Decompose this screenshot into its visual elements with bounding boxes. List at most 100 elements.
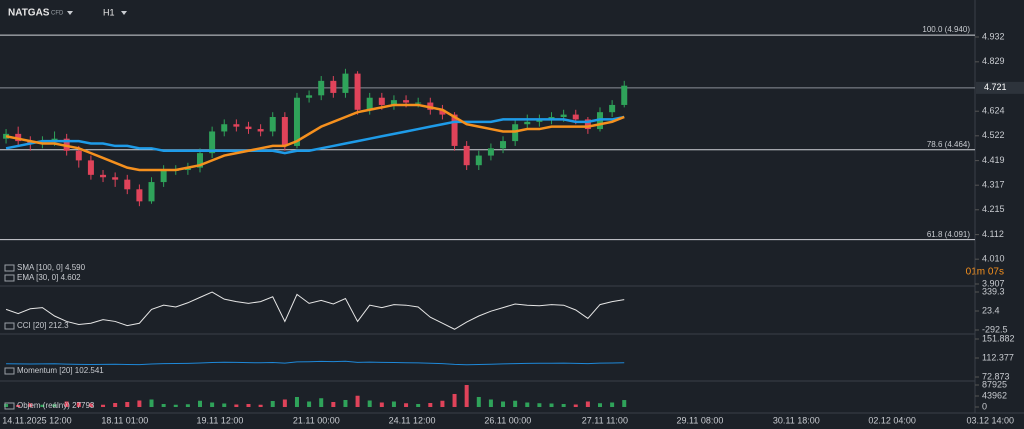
volume-bar [476,396,481,407]
volume-bar [113,402,118,407]
y-tick-label: 4.829 [982,56,1005,66]
y-tick-label: 4.624 [982,106,1005,116]
x-tick-label: 03.12 14:00 [967,415,1015,425]
candle-body [100,174,107,178]
volume-bar [76,402,81,407]
volume-bar [379,402,384,407]
volume-bar [561,403,566,407]
y-tick-label: 72.873 [982,371,1010,381]
candle-body [148,182,155,202]
y-tick-label: 4.317 [982,180,1005,190]
candle-body [524,121,531,125]
volume-bar [28,403,33,407]
candle-body [572,114,579,120]
volume-bar [173,404,178,407]
moving-average-line [5,103,625,172]
y-tick-label: 4.522 [982,130,1005,140]
volume-bar [331,401,336,407]
volume-bar [598,403,602,407]
fib-level-label: 78.6 (4.464) [927,140,970,149]
volume-bar [391,401,396,407]
candle-body [354,73,361,110]
candle-body [112,177,119,180]
candle-body [124,179,131,190]
legend-label: EMA [30, 0] 4.602 [17,273,81,282]
legend-icon [4,274,15,282]
y-tick-label: 0 [982,401,987,411]
symbol-dropdown[interactable] [67,11,73,15]
x-tick-label: 14.11.2025 12:00 [2,415,71,425]
volume-bar [198,400,202,407]
candle-body [160,170,167,183]
candle-body [463,145,470,166]
candle-body [621,85,628,105]
legend-icon [4,264,15,272]
timeframe-dropdown[interactable] [121,11,127,15]
volume-bar [246,403,251,407]
volume-bar [307,401,312,407]
volume-bar [101,404,106,407]
candle-body [487,148,494,156]
volume-bar [488,399,493,407]
symbol[interactable]: NATGAS [8,8,50,19]
candle-body [233,124,240,127]
volume-bar [440,400,445,407]
legend-label: Momentum [20] 102.541 [17,366,104,375]
candle-body [245,126,252,130]
volume-bar [40,404,45,407]
fib-level-label: 61.8 (4.091) [927,230,970,239]
candle-body [390,100,397,105]
candle-body [330,80,337,93]
volume-bar [525,402,530,407]
volume-bar [88,403,93,407]
x-tick-label: 19.11 12:00 [197,415,244,425]
fib-level-label: 100.0 (4.940) [922,25,970,34]
x-tick-label: 27.11 11:00 [582,415,628,425]
legend-icon [4,367,15,375]
volume-bar [294,396,299,407]
candle-body [269,117,276,132]
volume-bar [428,402,433,407]
x-tick-label: 24.11 12:00 [389,415,436,425]
legend-label: Objem (reálný) 27793 [17,401,95,410]
y-tick-label: 151.882 [982,333,1015,343]
y-tick-label: 4.112 [982,229,1004,239]
volume-bar [452,393,457,407]
indicator-line [6,360,625,366]
timeframe[interactable]: H1 [103,7,115,17]
y-tick-label: 3.907 [982,278,1005,288]
y-tick-label: 4.932 [982,31,1005,41]
volume-bar [367,400,372,407]
y-tick-label: 87925 [982,379,1007,389]
candle-body [584,119,591,130]
instrument-type: CFD [51,11,64,17]
candle-body [415,102,422,104]
volume-bar [185,404,190,407]
candle-body [87,160,94,175]
volume-bar [404,403,409,407]
volume-bar [52,404,57,407]
y-tick-label: 23.4 [982,305,1000,315]
volume-bar [610,402,615,407]
y-tick-label: 4.215 [982,204,1005,214]
last-price-box [976,81,1024,94]
candle-body [293,97,300,146]
x-tick-label: 29.11 08:00 [677,415,724,425]
y-tick-label: 112.377 [982,352,1014,362]
volume-bar [270,400,275,407]
volume-bar [573,404,578,407]
x-tick-label: 21.11 00:00 [293,415,340,425]
candle-body [560,114,567,118]
volume-bar [537,403,542,407]
candle-body [197,153,203,168]
candle-body [475,155,482,166]
volume-bar [161,403,166,407]
volume-bar [319,398,324,407]
legend-icon [4,322,15,330]
candle-body [609,104,616,113]
volume-bar [222,403,227,407]
candle-body [366,97,373,110]
legend-label: SMA [100, 0] 4.590 [17,263,86,272]
